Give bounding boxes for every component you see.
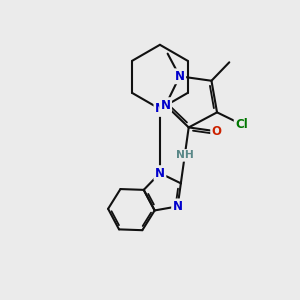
Text: N: N: [172, 200, 183, 213]
Text: N: N: [175, 70, 185, 83]
Text: N: N: [155, 103, 165, 116]
Text: NH: NH: [176, 150, 194, 161]
Text: Cl: Cl: [235, 118, 248, 131]
Text: O: O: [212, 125, 222, 138]
Text: N: N: [155, 167, 165, 180]
Text: N: N: [160, 99, 171, 112]
